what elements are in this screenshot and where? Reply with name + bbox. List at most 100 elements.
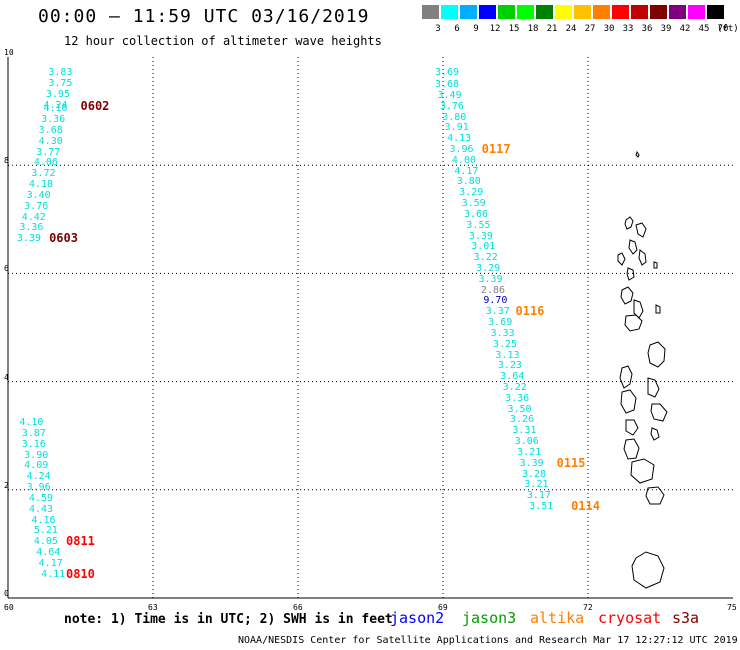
wave-height-value: 3.80 <box>442 111 467 123</box>
island-outline <box>630 458 655 484</box>
color-scale-label: 42 <box>679 24 691 34</box>
wave-height-value: 4.16 <box>43 103 68 115</box>
color-scale-swatch <box>688 5 705 19</box>
wave-height-value: 3.59 <box>461 198 486 210</box>
wave-height-value: 3.64 <box>500 371 525 383</box>
color-scale-swatch <box>612 5 629 19</box>
wave-height-value: 3.83 <box>48 67 73 79</box>
wave-height-value: 3.76 <box>24 200 49 212</box>
wave-height-value: 3.17 <box>526 490 551 502</box>
satellite-legend-entry: altika <box>530 609 585 627</box>
longitude-tick-label: 69 <box>438 603 448 612</box>
credit-line: NOAA/NESDIS Center for Satellite Applica… <box>238 635 738 646</box>
lat-lon-grid <box>7 57 733 599</box>
wave-height-value: 3.66 <box>464 208 489 220</box>
wave-height-value: 4.17 <box>454 165 479 177</box>
wave-height-value: 3.39 <box>519 457 544 469</box>
island-outline <box>626 267 635 281</box>
wave-height-value: 3.76 <box>439 100 464 112</box>
wave-height-value: 4.64 <box>36 547 61 558</box>
pass-time-label: 0603 <box>49 231 78 246</box>
color-scale-unit: (ft) <box>717 24 739 34</box>
color-scale-label: 33 <box>622 24 634 34</box>
wave-height-value: 4.24 <box>26 471 51 483</box>
pass-time-label: 0602 <box>80 98 110 113</box>
wave-height-value: 3.51 <box>529 501 554 513</box>
pass-time-label: 0115 <box>556 455 586 470</box>
latitude-tick-label: 10 <box>4 48 14 57</box>
wave-height-value: 3.21 <box>517 446 542 458</box>
satellite-legend-entry: jason3 <box>462 609 517 627</box>
wave-height-value: 3.33 <box>490 327 515 339</box>
color-scale-swatch <box>555 5 572 19</box>
longitude-tick-label: 66 <box>293 603 303 612</box>
satellite-legend-entry: jason2 <box>390 609 445 627</box>
wave-height-value: 3.80 <box>456 176 481 188</box>
wave-height-value: 3.55 <box>466 219 491 231</box>
wave-height-value: 3.16 <box>21 438 46 450</box>
wave-height-value: 3.69 <box>435 67 460 79</box>
island-outline <box>628 239 638 255</box>
color-scale-swatch <box>536 5 553 19</box>
wave-height-value: 4.24 <box>43 99 68 111</box>
color-scale-label: 30 <box>603 24 615 34</box>
wave-height-value: 4.06 <box>33 157 58 169</box>
wave-height-value: 3.87 <box>21 427 46 439</box>
units-note: note: 1) Time is in UTC; 2) SWH is in fe… <box>64 612 393 627</box>
island-outline <box>635 150 640 158</box>
wave-height-value: 3.21 <box>524 479 549 491</box>
longitude-tick-label: 60 <box>4 603 14 612</box>
color-scale-swatch <box>650 5 667 19</box>
wave-height-value: 3.95 <box>45 88 70 100</box>
pass-time-label: 0117 <box>481 141 511 156</box>
wave-height-value: 3.25 <box>493 338 518 350</box>
island-outline <box>650 403 668 422</box>
island-outline <box>633 299 644 319</box>
wave-height-value: 3.29 <box>459 187 484 199</box>
wave-height-value: 4.18 <box>29 179 54 191</box>
island-outline <box>631 551 665 589</box>
island-outline <box>623 438 640 460</box>
island-outline <box>624 216 634 230</box>
color-scale-swatch <box>479 5 496 19</box>
color-scale-label: 21 <box>546 24 558 34</box>
wave-height-value: 3.68 <box>435 79 460 91</box>
latitude-tick-label: 2 <box>4 480 9 490</box>
wave-height-value: 4.11 <box>41 568 66 580</box>
wave-height-value: 3.91 <box>444 122 469 134</box>
color-scale-label: 12 <box>489 24 501 34</box>
wave-height-value: 4.43 <box>29 503 54 515</box>
wave-height-value: 3.39 <box>478 273 503 285</box>
wave-height-value: 3.22 <box>502 382 527 393</box>
color-scale-label: 45 <box>698 24 710 34</box>
color-scale-label: 3 <box>435 24 441 34</box>
wave-height-value: 3.01 <box>471 241 496 253</box>
latitude-tick-label: 8 <box>4 156 9 166</box>
island-outline <box>653 261 658 269</box>
color-scale-label: 6 <box>454 24 460 34</box>
map-subtitle: 12 hour collection of altimeter wave hei… <box>64 34 382 48</box>
color-scale-label: 39 <box>660 24 672 34</box>
color-scale-label: 18 <box>527 24 539 34</box>
wave-height-value: 4.42 <box>21 211 46 223</box>
longitude-tick-label: 75 <box>727 603 737 612</box>
pass-time-label: 0810 <box>66 566 95 581</box>
island-outline <box>647 377 660 398</box>
wave-height-value: 3.22 <box>473 252 498 264</box>
wave-height-value: 3.28 <box>522 468 547 480</box>
color-scale-label: 24 <box>565 24 577 34</box>
color-scale-swatch <box>574 5 591 19</box>
island-outline <box>619 365 633 389</box>
color-scale-label: 27 <box>584 24 596 34</box>
wave-height-value: 4.00 <box>451 154 476 166</box>
island-outline <box>650 427 660 441</box>
color-scale-swatch <box>441 5 458 19</box>
wave-height-value: 4.17 <box>38 557 63 569</box>
island-outline <box>647 341 666 368</box>
wave-height-value: 3.36 <box>505 392 530 404</box>
pass-time-label: 0114 <box>571 499 600 514</box>
wave-height-value: 4.16 <box>31 514 56 526</box>
color-scale-swatch <box>460 5 477 19</box>
coastline-islands <box>617 150 668 589</box>
